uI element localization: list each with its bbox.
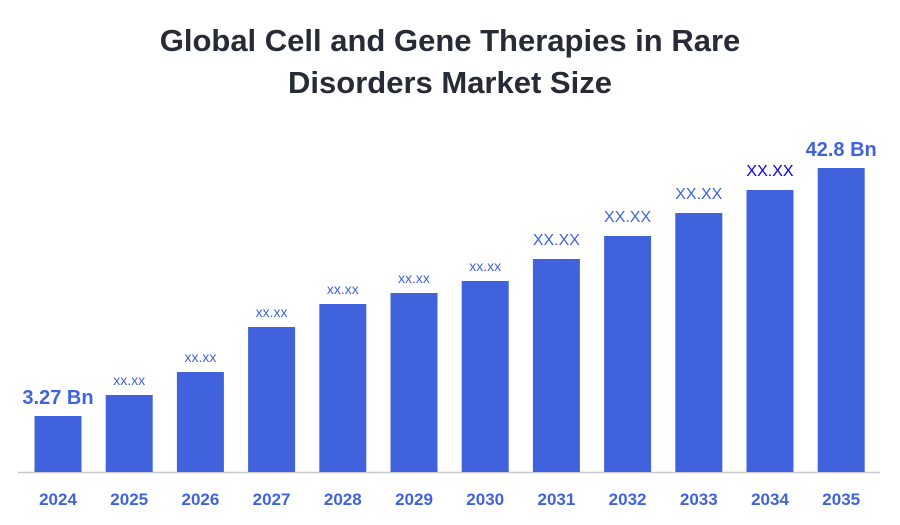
bar-2035: [817, 168, 865, 472]
data-label-2029: xx.xx: [398, 270, 430, 286]
data-label-2028: xx.xx: [327, 281, 359, 297]
x-tick-label-2030: 2030: [466, 490, 504, 509]
x-tick-label-2031: 2031: [537, 490, 575, 509]
data-label-2035: 42.8 Bn: [806, 139, 877, 161]
bar-2033: [675, 213, 723, 472]
x-tick-label-2034: 2034: [751, 490, 789, 509]
data-label-2025: xx.xx: [113, 372, 145, 388]
bar-2031: [532, 259, 580, 472]
chart-title-line-1: Global Cell and Gene Therapies in Rare: [159, 23, 741, 58]
x-tick-label-2028: 2028: [324, 490, 362, 509]
data-label-2033: XX.XX: [675, 186, 722, 203]
bar-2024: [34, 416, 82, 472]
data-label-2031: XX.XX: [533, 232, 580, 249]
chart-title: Global Cell and Gene Therapies in Rare D…: [0, 20, 900, 104]
x-tick-label-2027: 2027: [253, 490, 291, 509]
data-label-2027: xx.xx: [256, 304, 288, 320]
bar-2028: [319, 304, 367, 472]
data-label-2034: XX.XX: [746, 163, 793, 180]
bar-2032: [604, 236, 652, 472]
x-tick-label-2026: 2026: [181, 490, 219, 509]
x-tick-label-2024: 2024: [39, 490, 77, 509]
bar-2025: [105, 395, 153, 472]
x-tick-label-2029: 2029: [395, 490, 433, 509]
x-tick-label-2035: 2035: [822, 490, 860, 509]
bar-2034: [746, 190, 794, 472]
bar-2030: [461, 281, 509, 472]
bar-2029: [390, 293, 438, 472]
data-label-2024: 3.27 Bn: [22, 387, 93, 409]
chart-title-line-2: Disorders Market Size: [288, 65, 612, 100]
x-tick-label-2033: 2033: [680, 490, 718, 509]
x-tick-label-2025: 2025: [110, 490, 148, 509]
bar-2026: [176, 372, 224, 472]
data-label-2026: xx.xx: [184, 349, 216, 365]
data-label-2030: xx.xx: [469, 258, 501, 274]
x-tick-label-2032: 2032: [609, 490, 647, 509]
bar-2027: [248, 327, 296, 472]
data-label-2032: XX.XX: [604, 209, 651, 226]
